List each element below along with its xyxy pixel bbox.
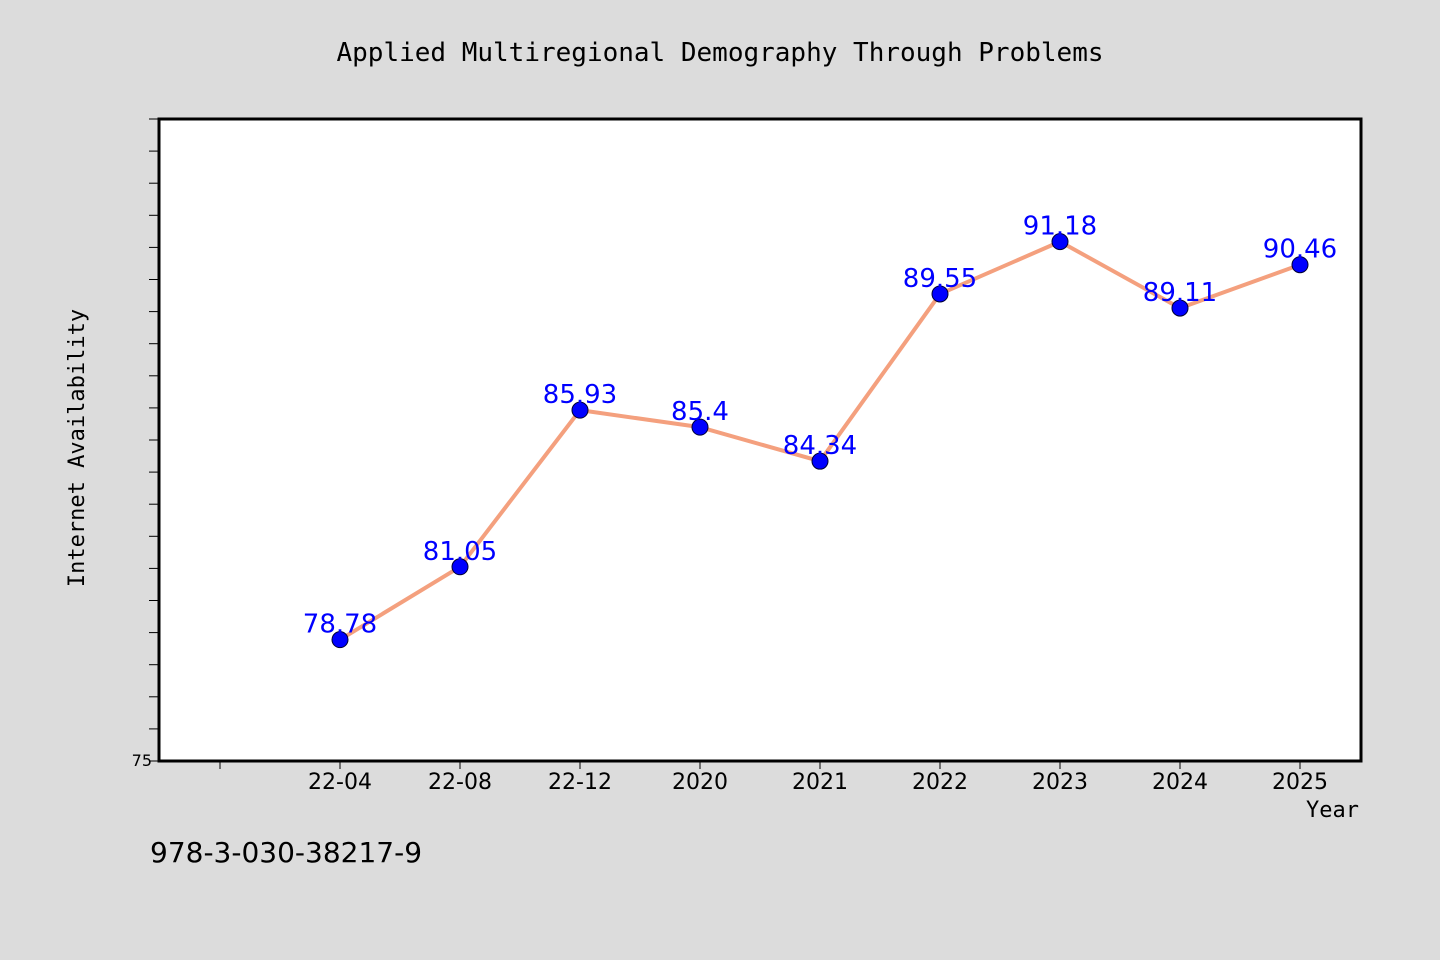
x-tick-label: 22-04 — [308, 770, 372, 795]
data-label: 78.78 — [303, 610, 377, 640]
data-point — [1051, 233, 1069, 251]
x-tick-label: 2020 — [672, 770, 728, 795]
data-point — [811, 452, 829, 470]
data-point — [331, 631, 349, 649]
data-label: 84.34 — [783, 431, 857, 461]
data-point — [1291, 256, 1309, 274]
y-tick-label-75: 75 — [132, 751, 152, 770]
data-label: 85.4 — [671, 397, 729, 427]
data-label: 91.18 — [1023, 212, 1097, 242]
data-label: 85.93 — [543, 380, 617, 410]
x-axis-label: Year — [1306, 798, 1359, 823]
y-axis-ticks — [149, 118, 159, 762]
isbn-text: 978-3-030-38217-9 — [150, 836, 422, 869]
data-label: 89.55 — [903, 264, 977, 294]
x-tick-label: 22-08 — [428, 770, 492, 795]
data-point — [1171, 299, 1189, 317]
chart-title: Applied Multiregional Demography Through… — [336, 38, 1103, 68]
x-tick-label: 2022 — [912, 770, 968, 795]
x-tick-label: 2025 — [1272, 770, 1328, 795]
data-point — [571, 401, 589, 419]
x-axis-ticks: 22-04 22-08 22-12 2020 2021 2022 2023 2024 2025 — [219, 761, 1328, 795]
data-point — [691, 418, 709, 436]
series-0: 78.78 81.05 85.93 85.4 84.34 89.55 91.18 89.11 9… — [303, 212, 1337, 649]
y-axis-label: Internet Availability — [65, 309, 90, 587]
x-tick-label: 22-12 — [548, 770, 612, 795]
x-tick-label: 2024 — [1152, 770, 1208, 795]
data-point — [931, 285, 949, 303]
x-tick-label: 2023 — [1032, 770, 1088, 795]
data-label: 90.46 — [1263, 235, 1337, 265]
plot-area — [157, 117, 1363, 763]
x-tick-label: 2021 — [792, 770, 848, 795]
data-point — [451, 558, 469, 576]
data-label: 89.11 — [1143, 278, 1217, 308]
data-label: 81.05 — [423, 537, 497, 567]
